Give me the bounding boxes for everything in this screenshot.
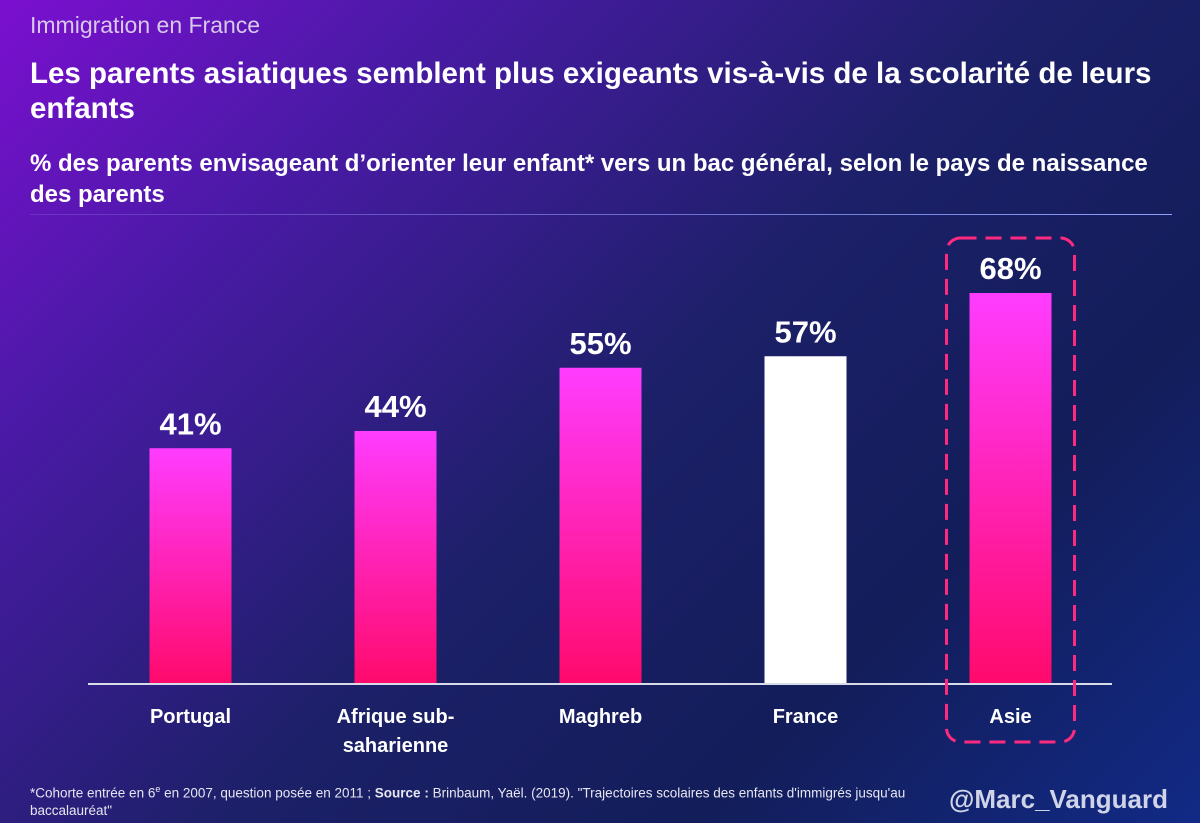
bar-maghreb (559, 367, 642, 684)
category-label-france: France (773, 706, 839, 728)
footnote-superscript: e (155, 784, 161, 794)
data-label-maghreb: 55% (569, 326, 631, 361)
bar-asie (969, 293, 1052, 684)
bar-portugal (149, 448, 232, 684)
category-label-afrique-sub-saharienne: Afrique sub-saharienne (337, 706, 455, 757)
bar-france (764, 356, 847, 684)
chart-subtitle: % des parents envisageant d’orienter leu… (30, 150, 1148, 208)
category-label-portugal: Portugal (150, 706, 231, 728)
footnote-source-label: Source : (374, 785, 429, 801)
footnote-text: *Cohorte entrée en 6 (30, 785, 156, 801)
data-label-asie: 68% (979, 251, 1041, 286)
data-label-france: 57% (774, 314, 836, 349)
footnote-source-text: Brinbaum, Yaël. (2019). "Trajectoires sc… (30, 785, 906, 818)
highlight-frame (945, 236, 1076, 744)
supertitle: Immigration en France (30, 12, 261, 38)
bar-afrique-sub-saharienne (354, 431, 437, 684)
footnote: *Cohorte entrée en 6e en 2007, question … (30, 781, 930, 819)
data-label-portugal: 41% (159, 406, 221, 441)
category-label-maghreb: Maghreb (559, 706, 642, 728)
chart-main-title: Les parents asiatiques semblent plus exi… (30, 57, 1152, 125)
category-label-asie: Asie (989, 706, 1031, 728)
author-handle: @Marc_Vanguard (949, 784, 1168, 814)
data-label-afrique-sub-saharienne: 44% (364, 389, 426, 424)
footnote-text-mid: en 2007, question posée en 2011 ; (160, 785, 375, 801)
title-divider (30, 214, 1172, 215)
